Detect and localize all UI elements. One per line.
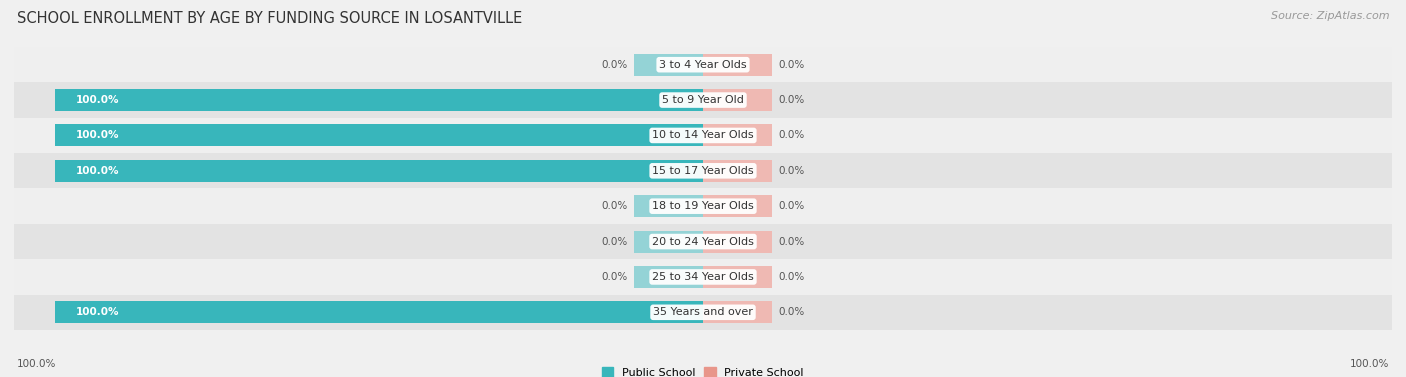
Bar [14, 294, 1392, 330]
Bar [55, 301, 703, 323]
Text: 15 to 17 Year Olds: 15 to 17 Year Olds [652, 166, 754, 176]
Text: 100.0%: 100.0% [76, 95, 120, 105]
Bar [703, 160, 772, 182]
Bar [703, 195, 772, 217]
Text: 100.0%: 100.0% [76, 166, 120, 176]
Text: Source: ZipAtlas.com: Source: ZipAtlas.com [1271, 11, 1389, 21]
Bar [14, 188, 1392, 224]
Text: 100.0%: 100.0% [1350, 359, 1389, 369]
Text: 100.0%: 100.0% [76, 307, 120, 317]
Bar [703, 266, 772, 288]
Text: 0.0%: 0.0% [600, 272, 627, 282]
Text: 0.0%: 0.0% [779, 60, 806, 70]
Bar [14, 47, 1392, 83]
Bar [703, 301, 772, 323]
Text: 20 to 24 Year Olds: 20 to 24 Year Olds [652, 236, 754, 247]
Text: 0.0%: 0.0% [779, 166, 806, 176]
Text: 0.0%: 0.0% [779, 236, 806, 247]
Text: 0.0%: 0.0% [600, 60, 627, 70]
Bar [703, 54, 772, 76]
Text: 25 to 34 Year Olds: 25 to 34 Year Olds [652, 272, 754, 282]
Text: 0.0%: 0.0% [779, 201, 806, 211]
Bar [703, 124, 772, 146]
Bar [14, 224, 1392, 259]
Bar [703, 231, 772, 253]
Bar [634, 266, 703, 288]
Bar [14, 259, 1392, 294]
Bar [14, 118, 1392, 153]
Text: 0.0%: 0.0% [600, 236, 627, 247]
Text: SCHOOL ENROLLMENT BY AGE BY FUNDING SOURCE IN LOSANTVILLE: SCHOOL ENROLLMENT BY AGE BY FUNDING SOUR… [17, 11, 522, 26]
Bar [634, 195, 703, 217]
Text: 100.0%: 100.0% [17, 359, 56, 369]
Text: 0.0%: 0.0% [779, 272, 806, 282]
Text: 5 to 9 Year Old: 5 to 9 Year Old [662, 95, 744, 105]
Text: 0.0%: 0.0% [779, 95, 806, 105]
Bar [55, 160, 703, 182]
Text: 0.0%: 0.0% [779, 307, 806, 317]
Bar [14, 153, 1392, 188]
Text: 3 to 4 Year Olds: 3 to 4 Year Olds [659, 60, 747, 70]
Text: 10 to 14 Year Olds: 10 to 14 Year Olds [652, 130, 754, 141]
Legend: Public School, Private School: Public School, Private School [602, 367, 804, 377]
Text: 35 Years and over: 35 Years and over [652, 307, 754, 317]
Bar [14, 83, 1392, 118]
Bar [703, 89, 772, 111]
Bar [634, 231, 703, 253]
Bar [55, 124, 703, 146]
Bar [634, 54, 703, 76]
Text: 18 to 19 Year Olds: 18 to 19 Year Olds [652, 201, 754, 211]
Text: 0.0%: 0.0% [779, 130, 806, 141]
Text: 100.0%: 100.0% [76, 130, 120, 141]
Bar [55, 89, 703, 111]
Text: 0.0%: 0.0% [600, 201, 627, 211]
